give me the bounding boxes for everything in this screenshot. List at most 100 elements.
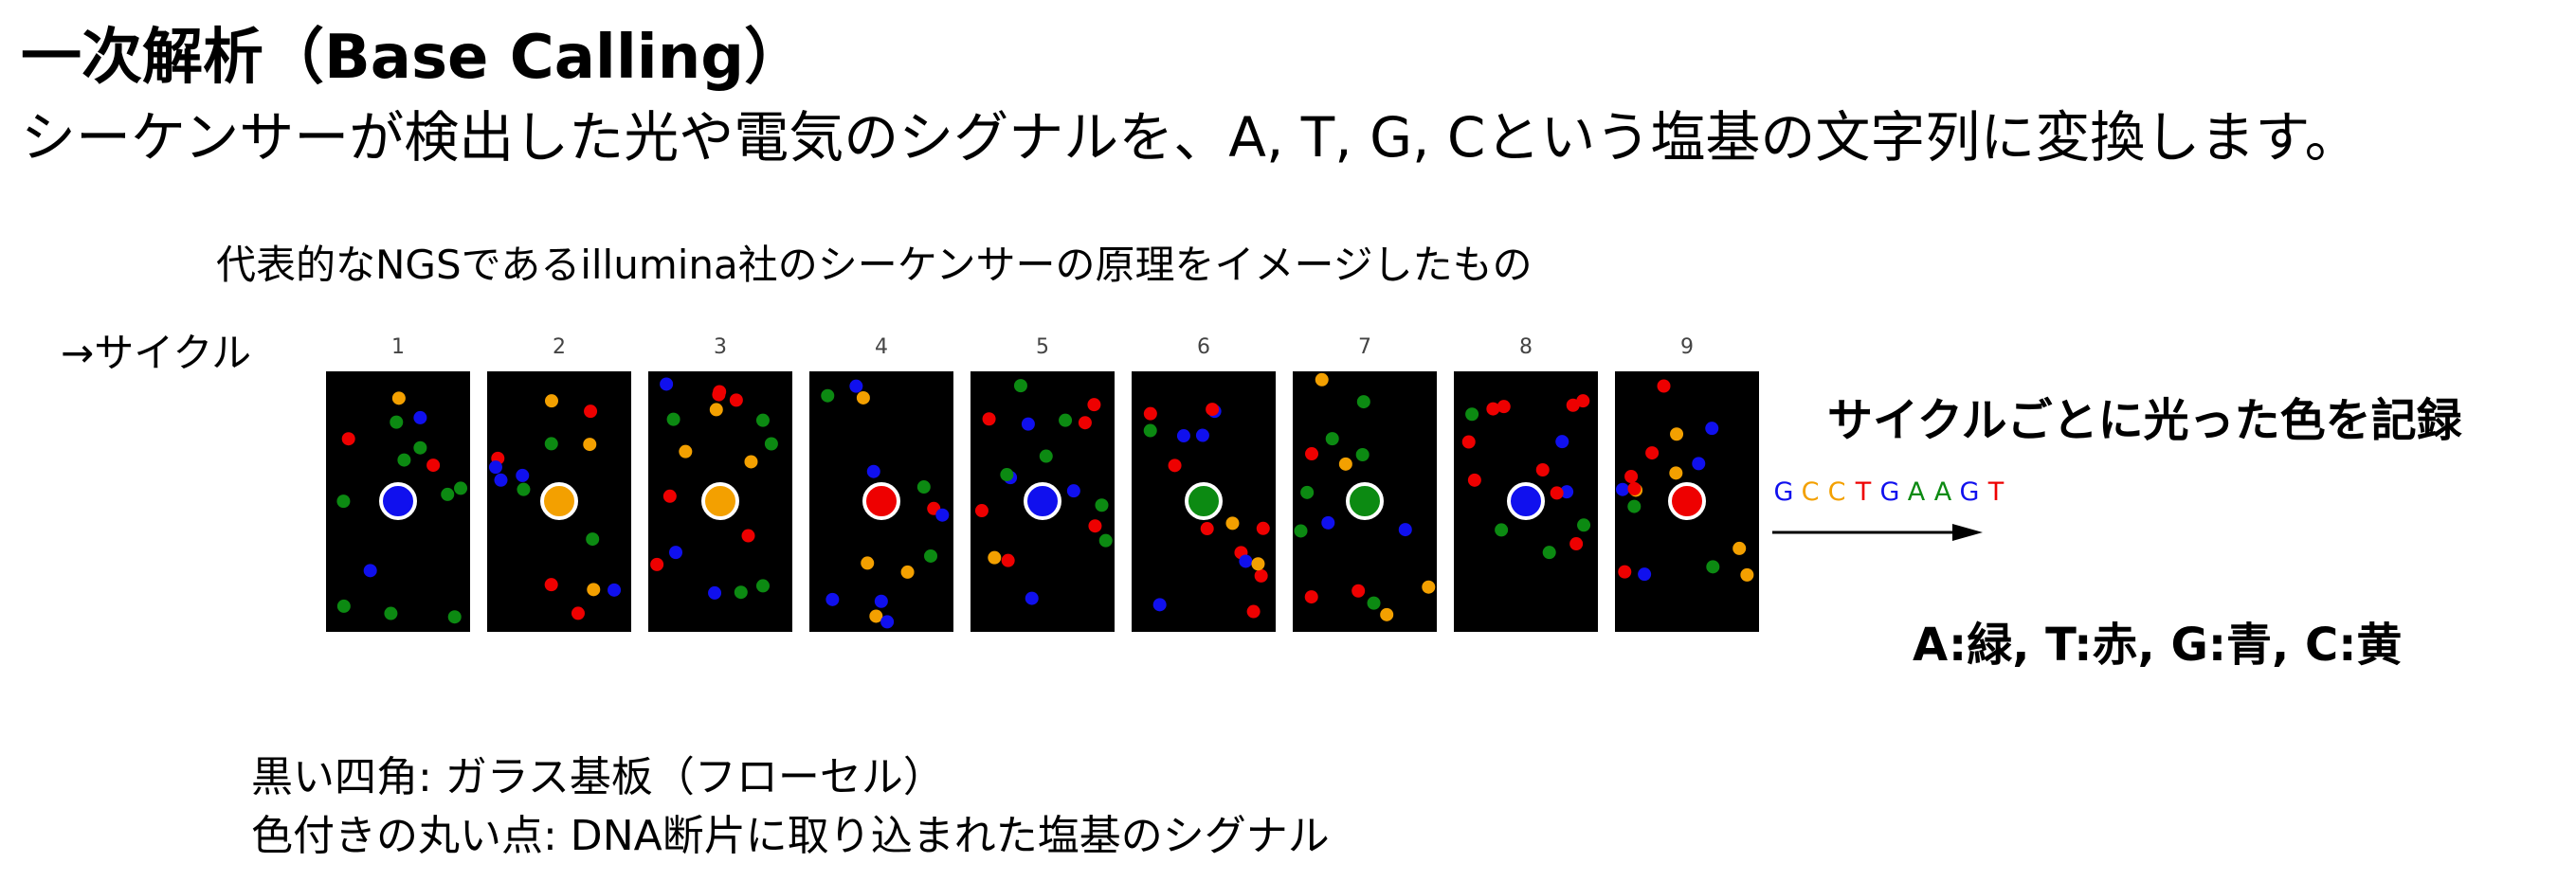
signal-dot [586, 532, 600, 547]
signal-dot [764, 437, 778, 451]
signal-dot [1001, 553, 1015, 567]
signal-dot [447, 610, 462, 624]
signal-dot [1535, 462, 1550, 476]
signal-dot [571, 606, 585, 620]
signal-dot [755, 413, 770, 427]
signal-dot [1497, 400, 1511, 414]
signal-dot [336, 599, 351, 613]
signal-dot [708, 585, 722, 600]
signal-dot [1465, 407, 1479, 422]
signal-dot [935, 508, 950, 522]
base-letter: T [1987, 477, 2005, 507]
signal-dot [1152, 598, 1167, 612]
signal-dot [1740, 567, 1754, 582]
signal-dot [1251, 557, 1265, 571]
cycle-panel-7: 7 [1293, 335, 1437, 632]
signal-dot [1638, 567, 1652, 582]
focus-cluster-signal [1346, 482, 1384, 520]
signal-dot [988, 550, 1002, 565]
base-letter: T [1855, 477, 1872, 507]
page-subtitle: シーケンサーが検出した光や電気のシグナルを、A, T, G, Cという塩基の文字… [21, 105, 2360, 170]
flowcell-panels: 1 2 3 4 5 6 7 8 9 [326, 335, 1759, 632]
signal-dot [1657, 379, 1671, 393]
signal-dot [660, 377, 674, 391]
focus-cluster-signal [1507, 482, 1545, 520]
base-letter: G [1880, 477, 1900, 507]
signal-dot [363, 564, 377, 578]
signal-dot [1669, 466, 1683, 480]
focus-cluster-signal [540, 482, 578, 520]
cycle-panel-1: 1 [326, 335, 470, 632]
signal-dot [1000, 468, 1014, 482]
signal-dot [849, 379, 863, 393]
cycle-number: 1 [391, 335, 405, 359]
signal-dot [1380, 607, 1394, 621]
base-color-mapping: A:緑, T:赤, G:青, C:黄 [1913, 619, 2403, 672]
signal-dot [1616, 482, 1630, 496]
signal-dot [584, 405, 598, 419]
signal-dot [397, 453, 411, 467]
signal-dot [1225, 516, 1240, 530]
signal-dot [869, 609, 883, 623]
signal-dot [1239, 554, 1253, 568]
signal-dot [821, 388, 835, 403]
signal-dot [1338, 457, 1352, 471]
signal-dot [662, 489, 677, 503]
focus-cluster-signal [1185, 482, 1223, 520]
base-letter: G [1774, 477, 1794, 507]
signal-dot [1670, 427, 1684, 441]
diagram-caption: 代表的なNGSであるillumina社のシーケンサーの原理をイメージしたもの [216, 242, 1533, 288]
signal-dot [1200, 522, 1214, 536]
signal-dot [866, 464, 880, 478]
signal-dot [1569, 537, 1584, 551]
signal-dot [1624, 469, 1639, 483]
signal-dot [880, 615, 895, 629]
signal-dot [1422, 580, 1436, 594]
signal-dot [1059, 413, 1073, 427]
signal-dot [583, 438, 597, 452]
signal-dot [1294, 524, 1308, 538]
signal-dot [494, 473, 508, 487]
base-letter: C [1802, 477, 1820, 507]
signal-dot [341, 432, 355, 446]
signal-dot [1206, 403, 1220, 417]
signal-dot [679, 444, 693, 458]
signal-dot [1627, 481, 1642, 495]
signal-dot [982, 412, 996, 426]
signal-dot [1254, 568, 1268, 583]
signal-dot [390, 415, 404, 429]
signal-dot [1645, 446, 1660, 460]
signal-dot [741, 529, 755, 543]
signal-dot [1367, 596, 1381, 610]
signal-dot [729, 393, 743, 407]
signal-dot [516, 468, 530, 482]
signal-dot [861, 556, 875, 570]
signal-dot [1461, 435, 1476, 449]
signal-dot [441, 487, 455, 501]
signal-dot [517, 482, 531, 496]
signal-dot [1486, 402, 1500, 416]
signal-dot [1315, 372, 1329, 387]
cycle-number: 5 [1036, 335, 1049, 359]
signal-dot [1356, 395, 1370, 409]
signal-dot [1560, 485, 1574, 499]
signal-dot [1176, 429, 1190, 443]
signal-dot [1304, 590, 1318, 604]
signal-dot [1706, 560, 1720, 574]
cycle-panel-6: 6 [1132, 335, 1276, 632]
cycle-axis-label: →サイクル [61, 330, 252, 376]
cycle-number: 9 [1680, 335, 1694, 359]
signal-dot [734, 585, 748, 600]
base-letter: A [1934, 477, 1952, 507]
signal-dot [1098, 533, 1113, 548]
signal-dot [413, 440, 427, 455]
signal-dot [336, 494, 351, 509]
signal-dot [1692, 457, 1706, 471]
signal-dot [1088, 519, 1102, 533]
signal-dot [924, 548, 938, 563]
signal-dot [916, 480, 931, 494]
signal-dot [1550, 486, 1564, 500]
signal-dot [1168, 458, 1182, 473]
